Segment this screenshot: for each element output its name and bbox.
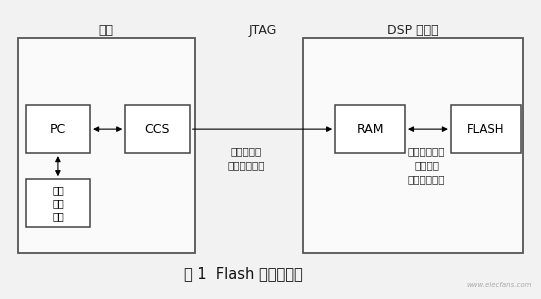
Bar bbox=[335, 105, 405, 153]
Bar bbox=[125, 105, 190, 153]
Bar bbox=[17, 38, 195, 253]
Text: JTAG: JTAG bbox=[248, 24, 276, 36]
Bar bbox=[303, 38, 524, 253]
Text: CCS: CCS bbox=[145, 123, 170, 136]
Text: DSP 目标板: DSP 目标板 bbox=[387, 24, 439, 36]
Bar bbox=[451, 105, 521, 153]
Text: www.elecfans.com: www.elecfans.com bbox=[466, 282, 532, 288]
Bar bbox=[25, 105, 90, 153]
Text: 图 1  Flash 烧写原理图: 图 1 Flash 烧写原理图 bbox=[184, 266, 303, 281]
Text: 主机: 主机 bbox=[99, 24, 114, 36]
Text: RAM: RAM bbox=[357, 123, 384, 136]
Text: FLASH: FLASH bbox=[467, 123, 505, 136]
Text: PC: PC bbox=[50, 123, 66, 136]
Text: 用户
应用
程序: 用户 应用 程序 bbox=[52, 185, 64, 221]
Text: 操作模块及
用户应用程序: 操作模块及 用户应用程序 bbox=[228, 146, 265, 170]
Text: 运行操作模块
开始搬运
用户应用程序: 运行操作模块 开始搬运 用户应用程序 bbox=[408, 146, 445, 184]
Bar bbox=[25, 179, 90, 227]
